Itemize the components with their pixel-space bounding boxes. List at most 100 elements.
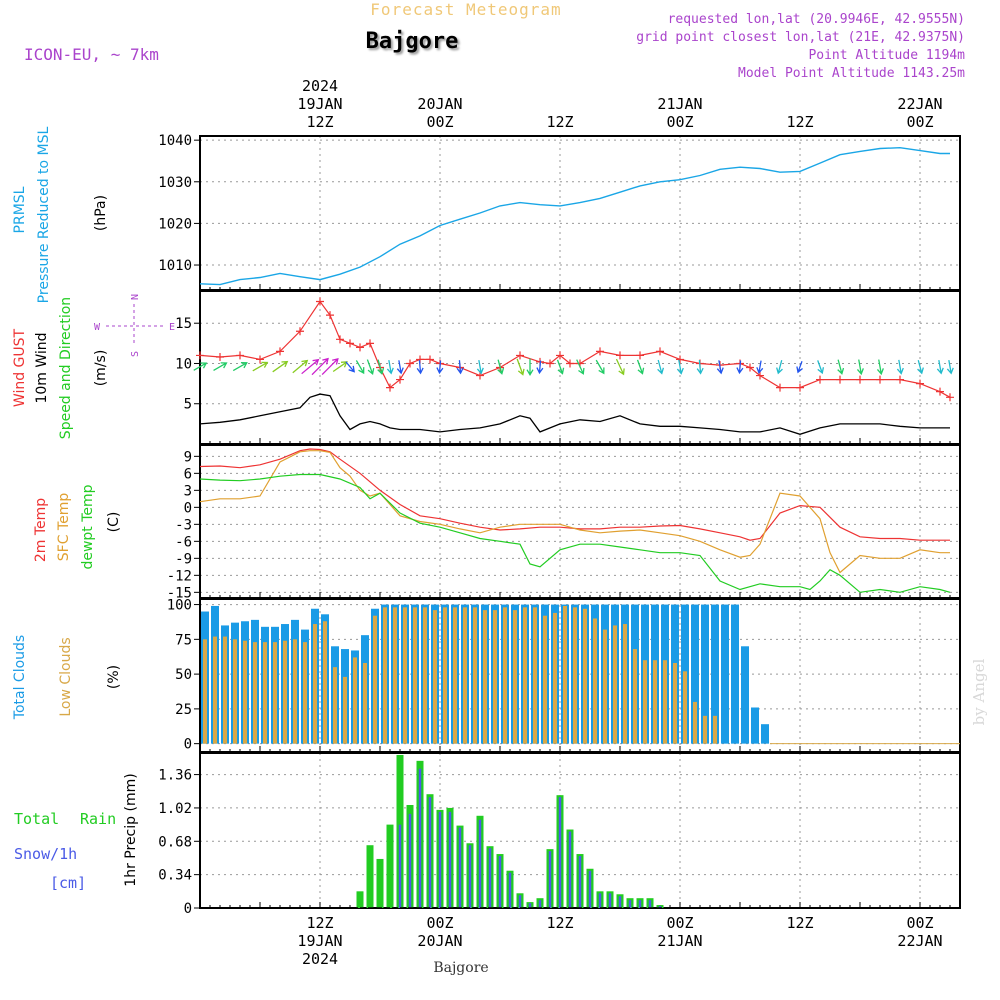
snow-bar bbox=[598, 893, 602, 908]
low-cloud-bar bbox=[383, 607, 387, 744]
pressure-frame bbox=[199, 135, 961, 291]
precip-panel: 0 0.34 0.68 1.02 1.36 bbox=[158, 752, 961, 917]
wind-direction-arrow bbox=[292, 359, 309, 374]
wind-direction-arrow bbox=[856, 359, 864, 376]
wind-direction-arrow bbox=[232, 362, 248, 372]
low-cloud-bar bbox=[333, 667, 337, 744]
gust-marker bbox=[596, 347, 604, 356]
bottom-time-label: 22JAN bbox=[897, 932, 942, 950]
low-cloud-bar bbox=[293, 639, 297, 744]
temp-sfc-line bbox=[199, 450, 950, 574]
low-cloud-bar bbox=[503, 607, 507, 744]
temp-ytick-label: 3 bbox=[184, 483, 192, 499]
top-time-label: 00Z bbox=[426, 113, 453, 131]
bottom-time-label: 12Z bbox=[786, 914, 813, 932]
wind-direction-arrow bbox=[386, 359, 394, 375]
wind-direction-arrow bbox=[345, 361, 355, 373]
footer-location: Bajgore bbox=[433, 960, 488, 976]
top-time-label: 00Z bbox=[666, 113, 693, 131]
wind-direction-arrow bbox=[193, 362, 208, 371]
wind-direction-arrow bbox=[776, 360, 783, 375]
snow-bar bbox=[418, 768, 422, 908]
low-cloud-bar bbox=[633, 649, 637, 744]
gust-marker bbox=[356, 343, 364, 352]
snow-bar bbox=[488, 848, 492, 908]
snow-bar bbox=[618, 896, 622, 908]
pressure-label-msl: Pressure Reduced to MSL bbox=[36, 126, 52, 303]
precip-snow-label: Snow/1h bbox=[14, 845, 77, 863]
low-cloud-bar bbox=[583, 608, 587, 744]
wind-direction-arrow bbox=[636, 359, 645, 375]
gust-marker bbox=[216, 353, 224, 362]
low-cloud-bar bbox=[643, 660, 647, 744]
snow-bar bbox=[538, 900, 542, 908]
low-cloud-bar bbox=[393, 607, 397, 744]
low-cloud-bar bbox=[283, 640, 287, 744]
snow-bar bbox=[478, 819, 482, 908]
low-cloud-bar bbox=[223, 636, 227, 744]
wind-compass: N S W E bbox=[94, 294, 175, 357]
temp-ytick-label: -3 bbox=[175, 517, 192, 533]
low-cloud-bar bbox=[273, 642, 277, 744]
precip-ytick-label: 0 bbox=[184, 901, 192, 917]
clouds-ytick-label: 0 bbox=[184, 737, 192, 753]
low-cloud-bar bbox=[253, 642, 257, 744]
wind-direction-arrow bbox=[213, 362, 228, 371]
low-cloud-bar bbox=[673, 662, 677, 744]
low-cloud-bar bbox=[403, 607, 407, 744]
bottom-time-label: 00Z bbox=[666, 914, 693, 932]
gust-marker bbox=[796, 383, 804, 392]
requested-coords: requested lon,lat (20.9946E, 42.9555N) bbox=[668, 12, 965, 27]
gust-marker bbox=[346, 339, 354, 348]
snow-bar bbox=[408, 813, 412, 908]
gust-marker bbox=[856, 375, 864, 384]
gust-marker bbox=[316, 297, 324, 306]
snow-bar bbox=[398, 824, 402, 908]
low-cloud-bar bbox=[303, 642, 307, 744]
gust-marker bbox=[406, 359, 414, 368]
wind-direction-arrow bbox=[526, 358, 534, 376]
pressure-label-prmsl: PRMSL bbox=[12, 186, 28, 233]
top-time-label: 2024 bbox=[302, 77, 338, 95]
low-cloud-bar bbox=[213, 636, 217, 744]
wind-direction-arrow bbox=[436, 360, 444, 375]
low-cloud-bar bbox=[563, 605, 567, 744]
snow-bar bbox=[558, 797, 562, 908]
gust-marker bbox=[516, 351, 524, 360]
low-cloud-bar bbox=[493, 610, 497, 744]
gust-marker bbox=[896, 375, 904, 384]
low-cloud-bar bbox=[623, 624, 627, 744]
total-cloud-bar bbox=[721, 604, 729, 744]
compass-west: W bbox=[94, 322, 101, 333]
credit-watermark: by Angel bbox=[970, 658, 988, 725]
gust-marker bbox=[936, 387, 944, 396]
snow-bar bbox=[658, 906, 662, 908]
wind-10m-label: 10m Wind bbox=[34, 332, 50, 403]
temp-2m-line bbox=[199, 448, 950, 541]
wind-direction-arrow bbox=[936, 359, 944, 375]
gust-marker bbox=[876, 375, 884, 384]
clouds-unit: (%) bbox=[106, 665, 122, 689]
gust-line bbox=[199, 300, 951, 398]
dewpt-line bbox=[199, 473, 951, 593]
snow-bar bbox=[638, 900, 642, 908]
wind-direction-arrow bbox=[272, 360, 289, 373]
wind-direction-arrow bbox=[917, 360, 924, 375]
low-cloud-bar bbox=[573, 607, 577, 744]
bottom-time-label: 12Z bbox=[306, 914, 333, 932]
clouds-ytick-label: 50 bbox=[175, 667, 192, 683]
snow-bar bbox=[428, 797, 432, 908]
low-cloud-bar bbox=[543, 615, 547, 744]
low-cloud-bar bbox=[433, 610, 437, 744]
point-altitude: Point Altitude 1194m bbox=[808, 48, 965, 63]
precip-unit: 1hr Precip (mm) bbox=[123, 773, 139, 886]
snow-bar bbox=[588, 870, 592, 908]
wind-direction-arrow bbox=[817, 360, 825, 375]
low-cloud-bar bbox=[613, 625, 617, 744]
low-cloud-bar bbox=[423, 607, 427, 744]
wind-direction-arrow bbox=[252, 361, 269, 372]
low-cloud-bar bbox=[243, 640, 247, 744]
pressure-line bbox=[199, 146, 950, 286]
snow-bar bbox=[508, 872, 512, 908]
wind-direction-arrow bbox=[332, 361, 348, 373]
